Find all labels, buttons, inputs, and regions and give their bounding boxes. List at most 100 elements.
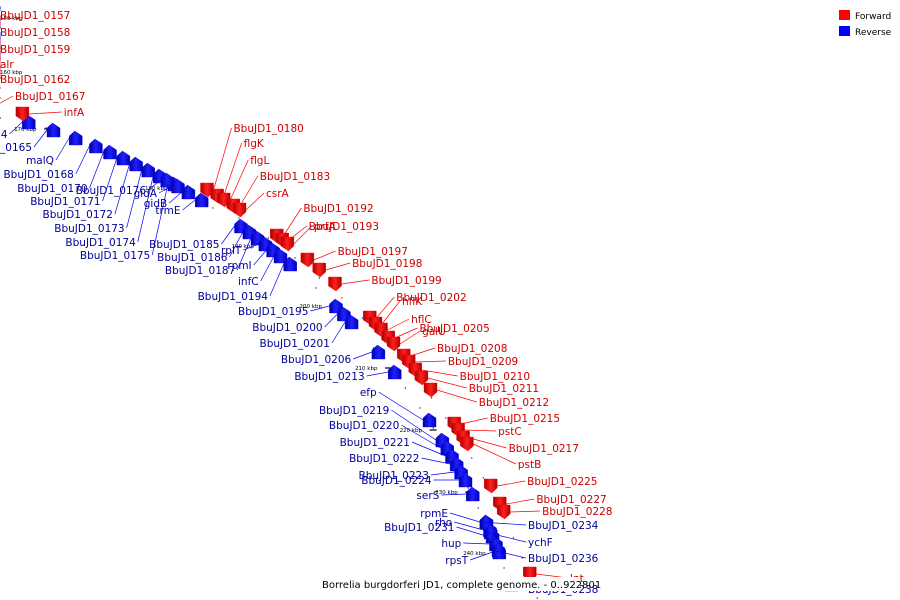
- leader-line: [221, 225, 235, 245]
- gene-label: BbuJD1_0236: [528, 553, 599, 565]
- leader-line: [325, 262, 351, 271]
- gene-label: BbuJD1_0223: [359, 470, 429, 482]
- leader-line: [213, 127, 232, 191]
- scale-dot: [432, 427, 434, 429]
- gene-label: BbuJD1_0172: [43, 209, 113, 221]
- leader-line: [245, 192, 265, 211]
- leader-line: [288, 225, 307, 241]
- leader-line: [341, 279, 370, 285]
- scale-dot: [318, 277, 321, 279]
- scale-dot: [0, 87, 1, 89]
- scale-dot: [419, 407, 421, 409]
- scale-dot: [471, 457, 473, 459]
- gene-label: BbuJD1_0219: [319, 405, 389, 417]
- leader-line: [75, 145, 90, 175]
- gene-label: BbuJD1_0202: [396, 292, 466, 304]
- reverse-gene-arrow: [491, 542, 506, 558]
- gene-label: BbuJD1_0201: [260, 338, 330, 350]
- gene-label: flgK: [244, 138, 265, 150]
- gene-label: BbuJD1_0175: [80, 250, 150, 262]
- leader-line: [55, 137, 70, 161]
- gene-label: BbuJD1_0170: [17, 183, 87, 195]
- tick-label: 180 kbp: [145, 186, 168, 192]
- scale-dot: [482, 477, 485, 479]
- reverse-gene-arrow: [458, 472, 473, 488]
- leader-line: [464, 429, 497, 432]
- forward-gene-arrow: [460, 436, 474, 452]
- leader-line: [223, 142, 242, 197]
- scale-dot: [294, 257, 296, 259]
- leader-line: [436, 389, 477, 403]
- leader-line: [102, 157, 118, 202]
- gene-label: BbuJD1_0162: [0, 74, 70, 86]
- gene-label: BbuJD1_0208: [437, 343, 507, 355]
- scale-dot: [0, 117, 1, 119]
- gene-label: BbuJD1_0180: [233, 123, 303, 135]
- reverse-gene-arrow: [103, 144, 117, 160]
- gene-label: BbuJD1_0183: [260, 171, 330, 183]
- gene-label: BbuJD1_0220: [329, 420, 399, 432]
- gene-label: BbuJD1_0225: [527, 476, 597, 488]
- gene-label: hflK: [402, 296, 423, 308]
- leader-line: [479, 521, 527, 526]
- gene-label: BbuJD1_0215: [490, 413, 560, 425]
- scale-dot: [341, 297, 343, 299]
- leader-line: [28, 111, 62, 115]
- gene-label: BbuJD1_0198: [352, 258, 422, 270]
- forward-gene-arrow: [484, 478, 498, 494]
- gene-label: BbuJD1_0222: [349, 453, 419, 465]
- tick-label: 210 kbp: [355, 366, 378, 372]
- gene-label: BbuJD1_0206: [281, 354, 352, 366]
- leader-line: [430, 471, 455, 476]
- gene-label: BbuJD1_0224: [361, 475, 432, 487]
- gene-label: BbuJD1_0228: [542, 506, 612, 518]
- legend-reverse-swatch: [839, 26, 850, 36]
- gene-label: BbuJD1_0193: [309, 221, 379, 233]
- scale-dot: [536, 597, 539, 599]
- gene-label: BbuJD1_0168: [3, 169, 73, 181]
- leader-line: [427, 377, 467, 389]
- leader-line: [137, 175, 154, 243]
- gene-label: malQ: [26, 155, 54, 167]
- gene-label: gidB: [144, 198, 167, 210]
- legend: Forward Reverse: [839, 10, 892, 38]
- leader-line: [484, 531, 527, 543]
- gene-label: BbuJD1_0195: [238, 306, 308, 318]
- reverse-gene-arrow: [129, 156, 143, 172]
- leader-line: [158, 185, 172, 194]
- leader-line: [497, 480, 526, 487]
- leader-line: [491, 549, 527, 559]
- gene-label: BbuJD1_0164: [0, 129, 8, 141]
- reverse-gene-arrow: [194, 192, 209, 208]
- leader-line: [114, 163, 130, 215]
- tick-label: 240 kbp: [463, 551, 486, 557]
- gene-label: BbuJD1_0157: [0, 10, 70, 22]
- gene-label: BbuJD1_0158: [0, 27, 70, 39]
- tick-label: 200 kbp: [300, 304, 323, 310]
- scale-dot: [477, 507, 479, 509]
- scale-dot: [238, 217, 240, 219]
- gene-label: BbuJD1_0227: [536, 494, 606, 506]
- gene-label: rplT: [221, 245, 242, 257]
- tick-label: 170 kbp: [14, 127, 37, 133]
- leader-line: [456, 526, 487, 537]
- gene-label: rpmI: [227, 260, 251, 272]
- gene-label: BbuJD1_0185: [149, 239, 219, 251]
- scale-dot: [45, 127, 47, 129]
- reverse-gene-arrow: [46, 122, 61, 138]
- gene-label: BbuJD1_0231: [384, 522, 454, 534]
- scale-dot: [267, 237, 270, 239]
- leader-line: [449, 512, 480, 523]
- reverse-gene-arrow: [344, 314, 359, 330]
- leader-line: [391, 409, 437, 441]
- leader-line: [387, 318, 410, 331]
- gene-label: BbuJD1_0234: [528, 520, 599, 532]
- scale-dot: [0, 97, 1, 99]
- leader-line: [454, 521, 484, 531]
- gene-label: trmE: [155, 205, 180, 217]
- forward-gene-arrow: [232, 202, 247, 218]
- gene-label: BbuJD1_0171: [30, 196, 100, 208]
- leader-line: [260, 255, 275, 282]
- leader-line: [460, 417, 488, 425]
